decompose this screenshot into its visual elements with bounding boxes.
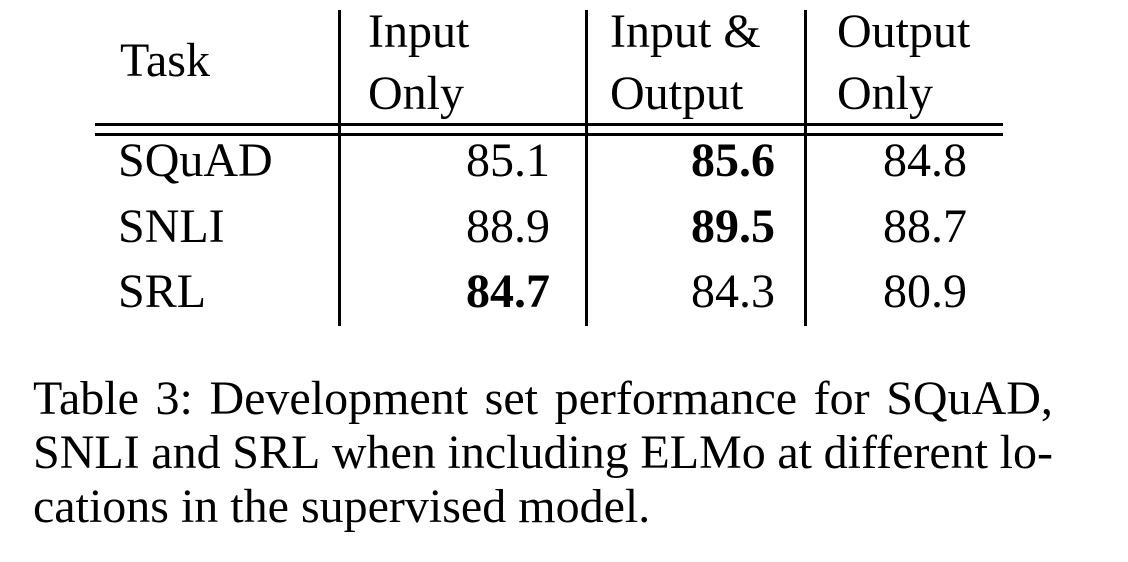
caption-line-2: SNLI and SRL when including ELMo at different lo… <box>33 426 1053 479</box>
header-double-rule-lower <box>95 133 1003 136</box>
row-label-squad: SQuAD <box>118 134 273 187</box>
row-label-snli: SNLI <box>118 200 225 253</box>
cell-squad-input-only: 85.1 <box>466 134 550 187</box>
column-header-task: Task <box>120 34 210 87</box>
column-divider-3 <box>804 10 807 326</box>
cell-srl-output-only: 80.9 <box>883 265 967 318</box>
row-label-srl: SRL <box>118 265 207 318</box>
table-caption: Table 3: Development set performance for SQuAD… <box>33 372 1053 534</box>
cell-snli-input-and-output: 89.5 <box>691 200 775 253</box>
cell-squad-input-and-output: 85.6 <box>691 134 775 187</box>
cell-snli-input-only: 88.9 <box>466 200 550 253</box>
caption-line-3: cations in the supervised model. <box>33 480 651 533</box>
header-double-rule-upper <box>95 123 1003 126</box>
column-header-input-only: Input Only <box>368 5 470 120</box>
column-header-output-only: Output Only <box>837 5 971 120</box>
cell-srl-input-and-output: 84.3 <box>691 265 775 318</box>
column-divider-1 <box>338 10 341 326</box>
cell-squad-output-only: 84.8 <box>883 134 967 187</box>
caption-line-1: Table 3: Development set performance for SQuAD… <box>33 372 1053 425</box>
cell-snli-output-only: 88.7 <box>883 200 967 253</box>
cell-srl-input-only: 84.7 <box>466 265 550 318</box>
column-header-input-and-output: Input & Output <box>610 5 761 120</box>
column-divider-2 <box>585 10 588 326</box>
